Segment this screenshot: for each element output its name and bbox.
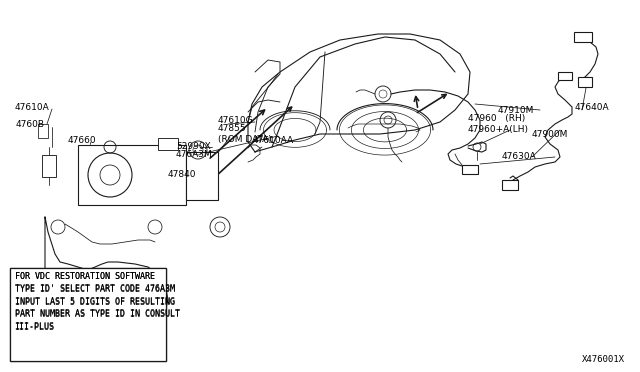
Bar <box>38 124 48 138</box>
Text: X476001X: X476001X <box>582 355 625 364</box>
Text: 47610A: 47610A <box>15 103 50 112</box>
Bar <box>158 138 178 150</box>
Text: 47660: 47660 <box>68 135 97 144</box>
Text: 47855
(ROM DATA): 47855 (ROM DATA) <box>218 124 272 144</box>
Text: 47840: 47840 <box>168 170 196 179</box>
Bar <box>558 72 572 80</box>
Text: FOR VDC RESTORATION SOFTWARE
TYPE ID' SELECT PART CODE 476A3M
INPUT LAST 5 DIGIT: FOR VDC RESTORATION SOFTWARE TYPE ID' SE… <box>15 272 180 331</box>
Bar <box>10 268 166 361</box>
Text: FOR VDC RESTORATION SOFTWARE
TYPE ID' SELECT PART CODE 476A3M
INPUT LAST 5 DIGIT: FOR VDC RESTORATION SOFTWARE TYPE ID' SE… <box>15 272 180 332</box>
Text: 47960   (RH)
47960+A(LH): 47960 (RH) 47960+A(LH) <box>468 114 529 134</box>
Text: 476A3M: 476A3M <box>176 150 212 158</box>
Bar <box>78 145 186 205</box>
Bar <box>10 268 166 361</box>
Bar <box>462 165 478 174</box>
Text: 47610AA: 47610AA <box>253 135 294 144</box>
Bar <box>578 77 592 87</box>
Text: 47610G: 47610G <box>218 115 253 125</box>
Text: 47640A: 47640A <box>575 103 610 112</box>
Text: 52990X: 52990X <box>176 141 211 151</box>
Text: 47910M: 47910M <box>498 106 534 115</box>
Bar <box>42 155 56 177</box>
Bar <box>574 32 592 42</box>
Bar <box>502 180 518 190</box>
Text: 4760B: 4760B <box>16 119 45 128</box>
Text: 47630A: 47630A <box>502 151 537 160</box>
Text: 47900M: 47900M <box>532 129 568 138</box>
Bar <box>186 152 218 200</box>
